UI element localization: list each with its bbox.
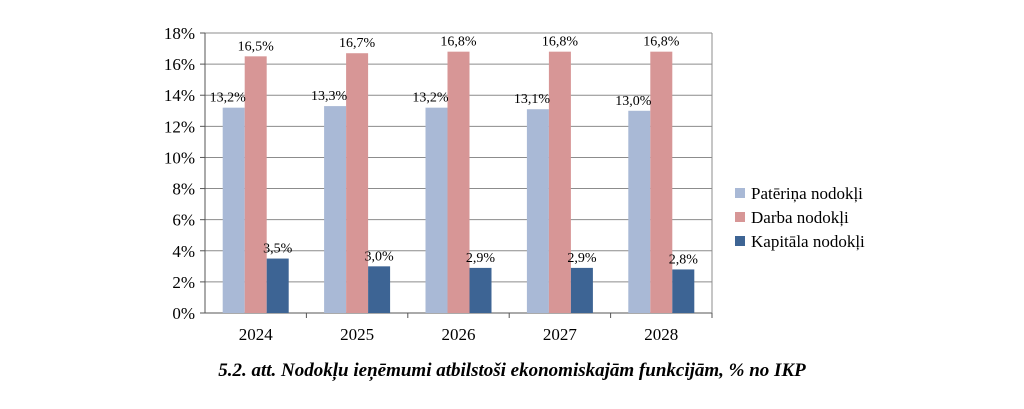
legend-label: Patēriņa nodokļi <box>751 184 863 203</box>
y-tick-label: 18% <box>164 24 195 43</box>
bar <box>526 109 549 313</box>
x-tick-label: 2027 <box>543 325 578 344</box>
bar <box>447 51 470 314</box>
bar-value-label: 2,9% <box>466 251 496 266</box>
bar-value-label: 2,8% <box>669 252 699 267</box>
figure-caption: 5.2. att. Nodokļu ieņēmumi atbilstoši ek… <box>218 360 806 381</box>
bar <box>425 107 448 314</box>
y-tick-label: 6% <box>172 211 195 230</box>
data-labels: 13,2% 16,5% 3,5% 13,3% 16,7% 3,0% 13,2% 16,8% 2,… <box>210 35 699 268</box>
axes: 0% 2% 4% 6% 8% 10% 12% 14% 16% 18% 2024 2025 2026 202… <box>164 24 713 344</box>
legend-label: Kapitāla nodokļi <box>751 232 865 251</box>
bar <box>628 110 651 314</box>
legend-swatch <box>735 188 745 198</box>
bar-value-label: 16,8% <box>542 35 579 50</box>
legend: Patēriņa nodokļi Darba nodokļi Kapitāla no… <box>735 184 865 251</box>
legend-swatch <box>735 236 745 246</box>
y-tick-label: 0% <box>172 304 195 323</box>
y-tick-label: 8% <box>172 180 195 199</box>
y-tick-label: 12% <box>164 117 195 136</box>
bars <box>222 51 695 314</box>
bar <box>244 56 267 313</box>
bar <box>469 267 492 313</box>
bar-value-label: 16,8% <box>440 35 477 50</box>
y-tick-label: 4% <box>172 242 195 261</box>
bar <box>548 51 571 314</box>
bar <box>650 51 673 314</box>
x-tick-label: 2028 <box>644 325 678 344</box>
bar-value-label: 3,0% <box>365 249 395 264</box>
x-tick-label: 2024 <box>239 325 274 344</box>
bar-value-label: 16,5% <box>238 39 275 54</box>
bar <box>672 269 695 313</box>
y-tick-label: 16% <box>164 55 195 74</box>
bar <box>570 267 593 313</box>
y-tick-label: 14% <box>164 86 195 105</box>
bar-value-label: 13,2% <box>210 91 247 106</box>
y-tick-label: 10% <box>164 148 195 167</box>
bar-value-label: 2,9% <box>567 251 597 266</box>
bar-value-label: 16,8% <box>643 35 680 50</box>
bar-value-label: 13,1% <box>514 92 551 107</box>
tax-revenue-chart: 0% 2% 4% 6% 8% 10% 12% 14% 16% 18% 2024 2025 2026 202… <box>164 24 865 344</box>
x-tick-label: 2026 <box>442 325 476 344</box>
bar <box>266 258 289 313</box>
bar-value-label: 13,0% <box>615 94 652 109</box>
bar-value-label: 16,7% <box>339 36 376 51</box>
legend-label: Darba nodokļi <box>751 208 849 227</box>
legend-swatch <box>735 212 745 222</box>
bar <box>368 266 391 313</box>
bar-value-label: 13,3% <box>311 89 348 104</box>
bar-value-label: 3,5% <box>263 242 293 257</box>
x-tick-label: 2025 <box>340 325 374 344</box>
y-tick-label: 2% <box>172 273 195 292</box>
bar <box>346 53 369 313</box>
bar <box>324 106 347 313</box>
bar <box>222 107 245 314</box>
bar-value-label: 13,2% <box>412 91 449 106</box>
